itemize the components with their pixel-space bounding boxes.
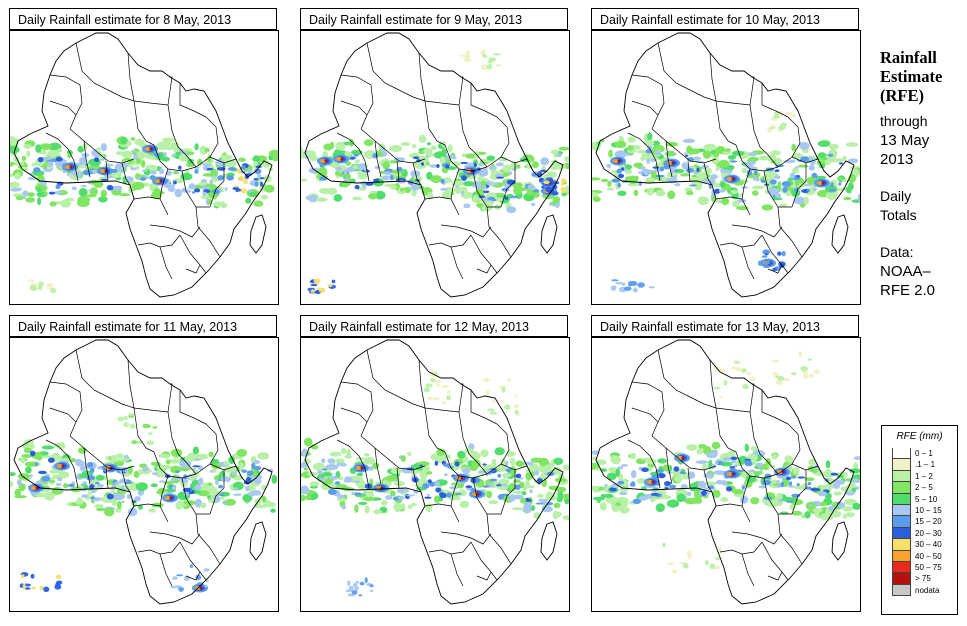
- map-panel-may-11: Daily Rainfall estimate for 11 May, 2013: [9, 315, 279, 612]
- coastline: [595, 32, 855, 298]
- rainfall-map: [9, 30, 279, 305]
- legend-swatch: [892, 561, 911, 574]
- legend-label: 2 – 5: [915, 483, 933, 493]
- coastline: [13, 32, 273, 298]
- period-label: Daily: [880, 188, 912, 204]
- legend-swatch: [892, 573, 911, 585]
- legend-label: 50 – 75: [915, 562, 942, 572]
- legend-label: 40 – 50: [915, 551, 942, 561]
- legend-swatch: [892, 448, 911, 460]
- source-name: NOAA–: [880, 263, 931, 280]
- rain-field: [10, 413, 278, 593]
- panel-title: Daily Rainfall estimate for 9 May, 2013: [300, 8, 568, 30]
- legend-label: 1 – 2: [915, 471, 933, 481]
- legend-label: 10 – 15: [915, 505, 942, 515]
- figure-description: Rainfall Estimate (RFE) through 13 May 2…: [880, 48, 966, 300]
- legend-label: .1 – 1: [915, 460, 936, 470]
- coastline: [595, 339, 855, 605]
- rainfall-map: [591, 30, 861, 305]
- rainfall-map: [591, 337, 861, 612]
- legend-item: .1 – 1: [882, 459, 957, 471]
- legend-swatch: [892, 504, 911, 517]
- legend-item: 15 – 20: [882, 516, 957, 528]
- coastline: [304, 339, 564, 605]
- legend-label: 5 – 10: [915, 494, 938, 504]
- country-borders: [627, 349, 819, 587]
- legend-item: 30 – 40: [882, 539, 957, 551]
- madagascar-outline: [249, 214, 267, 254]
- country-borders: [336, 349, 528, 587]
- end-date: 13 May: [880, 132, 930, 149]
- rain-field: [301, 370, 569, 597]
- legend-swatch: [892, 482, 911, 494]
- legend-swatch: [892, 550, 911, 562]
- legend-label: > 75: [915, 574, 931, 584]
- color-legend: RFE (mm) 0 – 1 .1 – 1 1 – 2 2 – 5 5 – 10…: [881, 425, 958, 615]
- coastline: [304, 32, 564, 298]
- country-borders: [627, 42, 819, 280]
- map-panel-may-09: Daily Rainfall estimate for 9 May, 2013: [300, 8, 570, 305]
- map-panel-may-12: Daily Rainfall estimate for 12 May, 2013: [300, 315, 570, 612]
- heading-line: Rainfall: [880, 48, 937, 67]
- country-borders: [45, 42, 237, 280]
- legend-item: 20 – 30: [882, 527, 957, 540]
- panel-title: Daily Rainfall estimate for 13 May, 2013: [591, 315, 859, 337]
- rainfall-map: [9, 337, 279, 612]
- map-panel-may-10: Daily Rainfall estimate for 10 May, 2013: [591, 8, 861, 305]
- legend-swatch: [892, 493, 911, 505]
- rain-field: [592, 110, 860, 293]
- madagascar-outline: [249, 521, 267, 561]
- legend-label: 0 – 1: [915, 449, 933, 458]
- legend-item: 50 – 75: [882, 561, 957, 574]
- madagascar-outline: [831, 521, 849, 561]
- legend-item: 5 – 10: [882, 493, 957, 505]
- legend-swatch: [892, 584, 911, 597]
- heading-line: Estimate: [880, 67, 943, 86]
- legend-title: RFE (mm): [896, 431, 943, 442]
- madagascar-outline: [540, 214, 558, 254]
- rainfall-map: [300, 337, 570, 612]
- legend-swatch: [892, 516, 911, 528]
- legend-label: nodata: [915, 585, 940, 595]
- country-borders: [336, 42, 528, 280]
- legend-swatch: [892, 459, 911, 471]
- legend-swatch: [892, 527, 911, 540]
- legend-label: 20 – 30: [915, 528, 942, 538]
- legend-swatch: [892, 539, 911, 551]
- end-year: 2013: [880, 151, 914, 168]
- source-name: RFE 2.0: [880, 282, 936, 299]
- through-label: through: [880, 113, 928, 129]
- legend-item: 2 – 5: [882, 482, 957, 494]
- panel-title: Daily Rainfall estimate for 8 May, 2013: [9, 8, 277, 30]
- source-label: Data:: [880, 244, 914, 260]
- legend-item: 40 – 50: [882, 550, 957, 562]
- legend-item: 0 – 1: [882, 448, 957, 460]
- madagascar-outline: [831, 214, 849, 254]
- rain-field: [301, 48, 569, 295]
- period-label: Totals: [880, 207, 917, 223]
- country-borders: [45, 349, 237, 587]
- map-panel-may-13: Daily Rainfall estimate for 13 May, 2013: [591, 315, 861, 612]
- legend-item: 10 – 15: [882, 504, 957, 517]
- rain-field: [10, 136, 278, 294]
- panel-title: Daily Rainfall estimate for 10 May, 2013: [591, 8, 859, 30]
- panel-title: Daily Rainfall estimate for 11 May, 2013: [9, 315, 277, 337]
- legend-swatch: [892, 470, 911, 483]
- heading-line: (RFE): [880, 86, 924, 105]
- legend-item: nodata: [882, 584, 957, 597]
- legend-item: > 75: [882, 573, 957, 585]
- rain-field: [592, 351, 860, 574]
- madagascar-outline: [540, 521, 558, 561]
- rainfall-map: [300, 30, 570, 305]
- legend-item: 1 – 2: [882, 470, 957, 483]
- map-panel-may-08: Daily Rainfall estimate for 8 May, 2013: [9, 8, 279, 305]
- legend-label: 15 – 20: [915, 517, 942, 527]
- panel-title: Daily Rainfall estimate for 12 May, 2013: [300, 315, 568, 337]
- coastline: [13, 339, 273, 605]
- legend-label: 30 – 40: [915, 540, 942, 550]
